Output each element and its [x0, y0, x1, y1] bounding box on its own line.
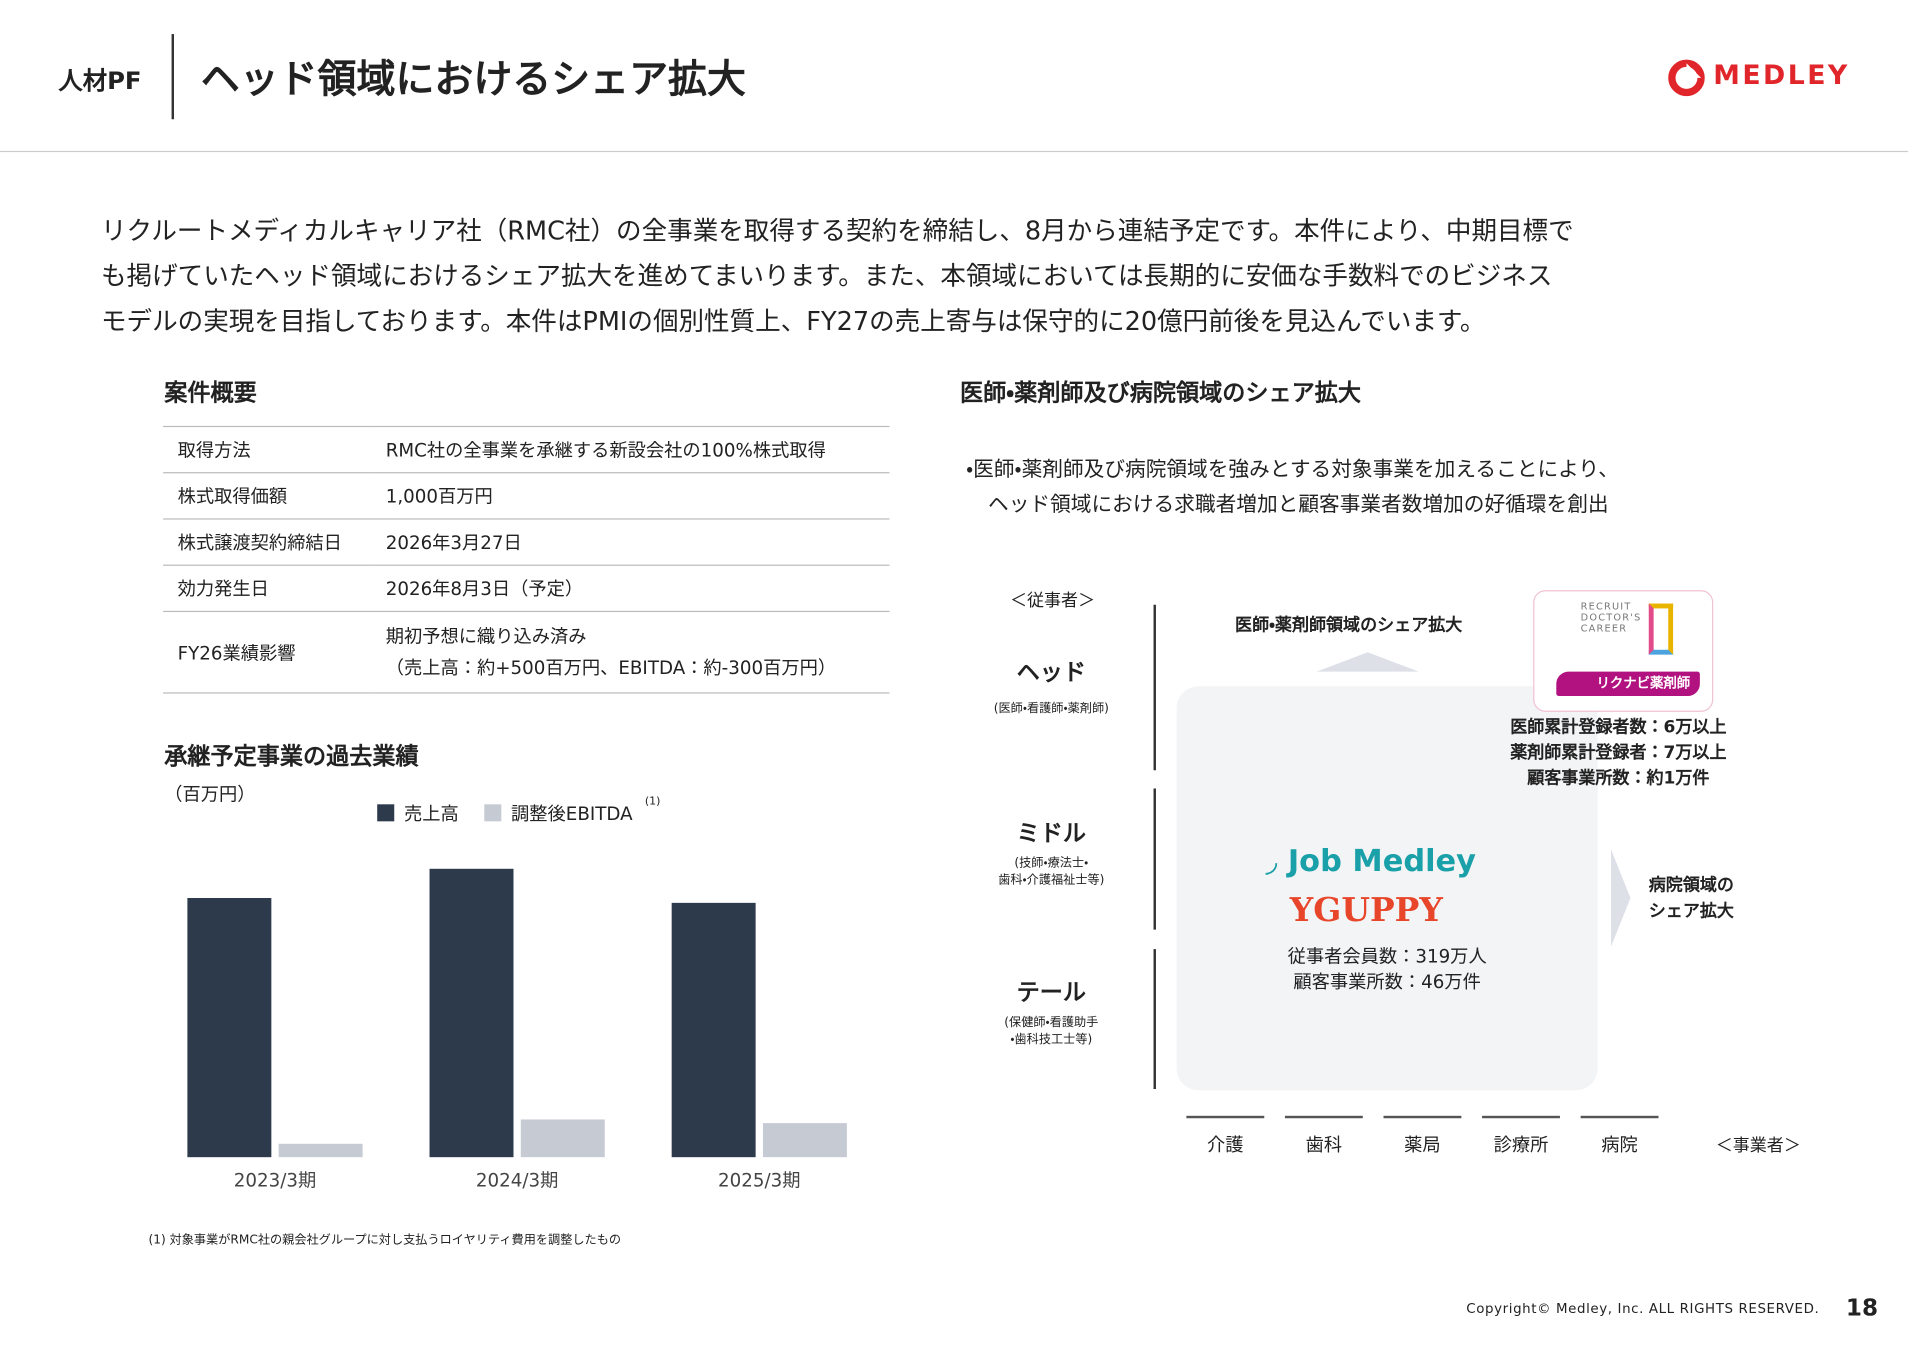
cell: 2026年3月27日	[371, 518, 890, 566]
tier-name: テール	[1016, 979, 1086, 1007]
acquired-logos: RECRUIT DOCTOR'S CAREER リクナビ薬剤師	[1533, 590, 1714, 712]
x-rule	[1482, 1115, 1560, 1119]
legend-label: 売上高	[404, 804, 459, 825]
legend-swatch	[484, 804, 502, 822]
axis-seg	[1153, 949, 1156, 1090]
tier-name: ミドル	[1016, 820, 1086, 847]
bullet-text: 医師・薬剤師及び病院領域を強みとする対象事業を加えることにより、	[973, 457, 1619, 482]
up-label: 医師・薬剤師領域のシェア拡大	[1235, 615, 1463, 636]
bullet-line: ヘッド領域における求職者増加と顧客事業者数増加の好循環を創出	[988, 492, 1609, 518]
intro: リクルートメディカルキャリア社（RMC社）の全事業を取得する契約を締結し、8月か…	[101, 209, 1574, 344]
logo-text: Job Medley	[1287, 843, 1477, 879]
x-category: 診療所	[1493, 1134, 1549, 1156]
legend-label: 調整後EBITDA	[511, 804, 633, 825]
right-label: 病院領域の シェア拡大	[1648, 876, 1734, 922]
bar	[429, 868, 514, 1158]
cell: 株式取得価額	[163, 472, 372, 520]
x-category: 薬局	[1404, 1134, 1441, 1156]
bar	[520, 1119, 605, 1158]
cell: 2026年8月3日（予定）	[371, 565, 890, 613]
x-rule	[1284, 1115, 1363, 1119]
x-rule	[1186, 1115, 1265, 1119]
x-tick-label: 2023/3期	[234, 1170, 316, 1191]
axis-seg	[1153, 788, 1156, 930]
intro-line: モデルの実現を目指しております。本件はPMIの個別性質上、FY27の売上寄与は保…	[100, 306, 1486, 336]
bullet-line: ・医師・薬剤師及び病院領域を強みとする対象事業を加えることにより、	[966, 457, 1619, 482]
tier-desc: (技師・療法士・ 歯科・介護福祉士等)	[998, 856, 1105, 888]
stat: 顧客事業所数：約1万件	[1527, 769, 1710, 789]
section-label: 人材PF	[58, 65, 142, 95]
tier-desc: (医師・看護師・薬剤師)	[993, 702, 1109, 716]
divider	[171, 34, 175, 120]
acquired-stats: 医師累計登録者数：6万以上 薬剤師累計登録者：7万以上 顧客事業所数：約1万件	[1478, 715, 1758, 792]
logo-guppy: YGUPPY	[1289, 891, 1443, 930]
stat: 薬剤師累計登録者：7万以上	[1510, 743, 1727, 763]
legend-note: (1)	[645, 794, 661, 807]
chart-title: 承継予定事業の過去業績	[164, 743, 419, 771]
tier-desc: (保健師・看護助手 ・歯科技工士等)	[1004, 1016, 1099, 1047]
x-category: 歯科	[1305, 1134, 1343, 1156]
medley-stats: 従事者会員数：319万人 顧客事業所数：46万件	[1241, 944, 1533, 995]
bar	[671, 902, 756, 1158]
logo-mark	[1668, 59, 1705, 97]
x-category: 介護	[1207, 1134, 1244, 1156]
medley-box	[1176, 686, 1598, 1091]
axis-seg	[1153, 604, 1156, 771]
intro-line: も掲げていたヘッド領域におけるシェア拡大を進めてまいります。また、本領域において…	[100, 261, 1553, 291]
copyright: Copyright© Medley, Inc. ALL RIGHTS RESER…	[1466, 1300, 1820, 1317]
slide-title: ヘッド領域におけるシェア拡大	[200, 55, 746, 103]
bar	[762, 1123, 847, 1158]
x-category: 病院	[1601, 1134, 1638, 1156]
stat: 従事者会員数：319万人	[1287, 945, 1487, 968]
cell: 効力発生日	[163, 565, 372, 613]
x-rule	[1580, 1115, 1659, 1119]
bar	[187, 897, 272, 1158]
cell: 期初予想に織り込み済み （売上高：約+500百万円、EBITDA：約-300百万…	[371, 611, 890, 694]
diagram-heading: 医師・薬剤師及び病院領域のシェア拡大	[960, 379, 1361, 407]
logo-text: GUPPY	[1313, 891, 1443, 930]
chart: 売上高 調整後EBITDA (1) 2023/3期 2024/3期 2025/3期	[187, 794, 847, 1191]
cell: 株式譲渡契約締結日	[163, 518, 372, 566]
tier: ヘッド (医師・看護師・薬剤師)	[973, 655, 1129, 716]
stat: 医師累計登録者数：6万以上	[1510, 717, 1727, 738]
logo-rdc: RECRUIT DOCTOR'S CAREER	[1580, 601, 1642, 634]
logo-mark-rdc	[1648, 603, 1674, 655]
bar	[278, 1143, 363, 1158]
bullet: ・医師・薬剤師及び病院領域を強みとする対象事業を加えることにより、 ヘッド領域に…	[966, 453, 1619, 524]
legend-swatch	[377, 804, 395, 822]
page-number: 18	[1845, 1294, 1879, 1322]
logo-text: MEDLEY	[1713, 60, 1850, 92]
right-arrow	[1611, 849, 1631, 947]
tier: テール (保健師・看護助手 ・歯科技工士等)	[973, 975, 1129, 1049]
chart-unit: （百万円）	[164, 783, 256, 806]
tier: ミドル (技師・療法士・ 歯科・介護福祉士等)	[973, 815, 1129, 889]
intro-line: リクルートメディカルキャリア社（RMC社）の全事業を取得する契約を締結し、8月か…	[100, 216, 1574, 246]
x-tick-label: 2025/3期	[718, 1170, 800, 1191]
header-rule	[0, 150, 1908, 153]
logo-rikunabi: リクナビ薬剤師	[1556, 671, 1700, 697]
up-arrow	[1316, 652, 1419, 672]
deal-table: 取得方法 RMC社の全事業を承継する新設会社の100%株式取得 株式取得価額 1,0…	[163, 425, 890, 694]
cell: RMC社の全事業を承継する新設会社の100%株式取得	[371, 425, 890, 474]
deal-heading: 案件概要	[164, 379, 257, 407]
cell: 1,000百万円	[371, 472, 890, 520]
cell: 取得方法	[163, 425, 372, 474]
logo-jobmedley: ◞ Job Medley	[1265, 843, 1477, 879]
x-rule	[1383, 1115, 1462, 1119]
tier-name: ヘッド	[1016, 659, 1086, 687]
stat: 顧客事業所数：46万件	[1293, 971, 1481, 993]
footnote: (1) 対象事業がRMC社の親会社グループに対し支払うロイヤリティ費用を調整した…	[148, 1233, 622, 1248]
cell: FY26業績影響	[163, 611, 372, 694]
x-tick-label: 2024/3期	[476, 1170, 558, 1191]
x-axis-label: ＜事業者＞	[1715, 1136, 1801, 1156]
y-axis-label: ＜従事者＞	[1009, 591, 1096, 611]
